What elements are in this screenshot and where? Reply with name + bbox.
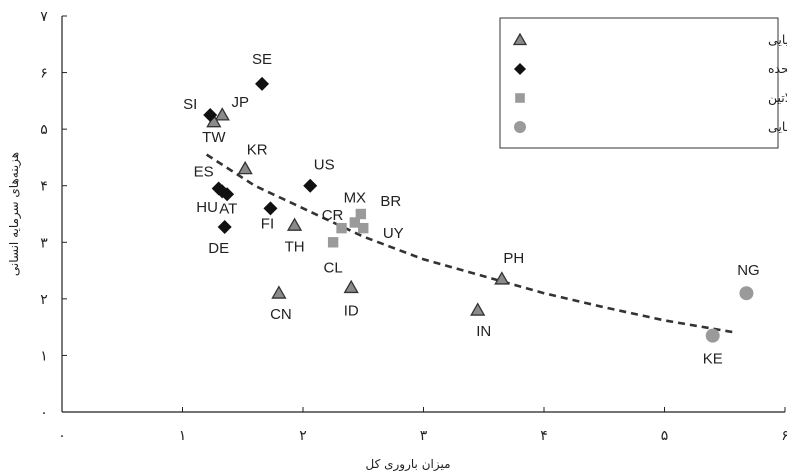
point-label-cr: CR (322, 207, 344, 224)
point-ke (705, 328, 720, 343)
x-tick-label: ۵ (661, 428, 669, 444)
legend-marker-diamond (514, 63, 526, 75)
point-label-ph: PH (503, 250, 524, 267)
legend-box (499, 17, 779, 149)
legend-entry-label: اقتصادهای آمریکای لاتین (768, 90, 787, 106)
point-label-ke: KE (703, 351, 723, 368)
point-at (215, 184, 230, 199)
point-label-se: SE (252, 51, 272, 68)
point-cr (336, 222, 347, 234)
point-th (286, 217, 303, 231)
point-label-uy: UY (383, 225, 404, 242)
x-tick-label: ۶ (781, 428, 787, 444)
point-ph (494, 271, 510, 285)
x-tick-label: ۴ (540, 428, 548, 444)
legend-marker-triangle (512, 32, 528, 46)
point-cn (271, 285, 287, 299)
point-de (217, 220, 232, 235)
legend: اقتصادهای آسیایی اقتصادهای اروپایی و ایال… (499, 17, 787, 149)
point-label-br: BR (380, 193, 401, 210)
point-label-us: US (314, 157, 335, 174)
point-fi (263, 201, 278, 216)
point-label-in: IN (476, 323, 491, 340)
point-label-kr: KR (247, 142, 268, 159)
point-mx (349, 217, 361, 228)
y-tick-label: ۳ (40, 235, 48, 251)
legend-entry-label: اقتصادهای آفریقایی (768, 119, 787, 135)
legend-marker-circle (514, 121, 526, 133)
point-label-fi: FI (261, 215, 274, 232)
point-label-ng: NG (737, 262, 760, 279)
point-label-mx: MX (344, 189, 367, 206)
point-label-hu: HU (196, 199, 218, 216)
y-tick-label: ۵ (40, 122, 48, 138)
point-uy (358, 222, 369, 234)
x-tick-label: ۲ (299, 428, 307, 444)
y-tick-label: ۶ (40, 66, 48, 82)
point-br (355, 208, 367, 220)
y-tick-label: ۰ (40, 405, 48, 421)
x-axis-title: میزان باروری کل (365, 457, 450, 472)
legend-entry-label: اقتصادهای آسیایی (768, 32, 787, 47)
y-tick-label: ۷ (40, 9, 48, 25)
point-ng (739, 286, 754, 301)
legend-marker-square (515, 93, 525, 103)
x-tick-label: ۰ (58, 428, 66, 444)
point-label-cn: CN (270, 306, 292, 323)
point-label-de: DE (208, 240, 229, 257)
point-jp (214, 107, 230, 121)
plot-area: ۰ ۱ ۲ ۳ ۴ ۵ ۶ ۰ ۱ ۲ ۳ ۴ ۵ ۶ ۷ (40, 9, 787, 444)
x-tick-label: ۳ (420, 428, 428, 444)
point-label-id: ID (344, 303, 359, 320)
point-kr (237, 160, 253, 175)
point-us (303, 178, 318, 193)
point-cl (327, 237, 339, 248)
x-tick-label: ۱ (179, 428, 187, 444)
y-tick-label: ۱ (40, 348, 48, 364)
y-tick-label: ۲ (40, 292, 48, 308)
trend-line-group (205, 153, 738, 335)
point-label-cl: CL (324, 259, 343, 276)
point-label-tw: TW (202, 129, 226, 146)
point-label-si: SI (183, 96, 197, 113)
point-si (203, 108, 218, 122)
point-label-th: TH (285, 238, 305, 255)
y-axis-title: هزینه‌های سرمایه انسانی (7, 152, 22, 276)
point-id (343, 279, 359, 294)
point-label-es: ES (194, 164, 214, 181)
point-label-at: AT (219, 200, 237, 217)
point-in (470, 302, 486, 316)
legend-entry-label: اقتصادهای اروپایی و ایالات متحده (768, 61, 787, 77)
point-se (255, 76, 270, 91)
y-tick-label: ۴ (40, 179, 48, 195)
point-label-jp: JP (232, 94, 250, 111)
trend-line (205, 153, 738, 335)
data-points (203, 76, 754, 343)
